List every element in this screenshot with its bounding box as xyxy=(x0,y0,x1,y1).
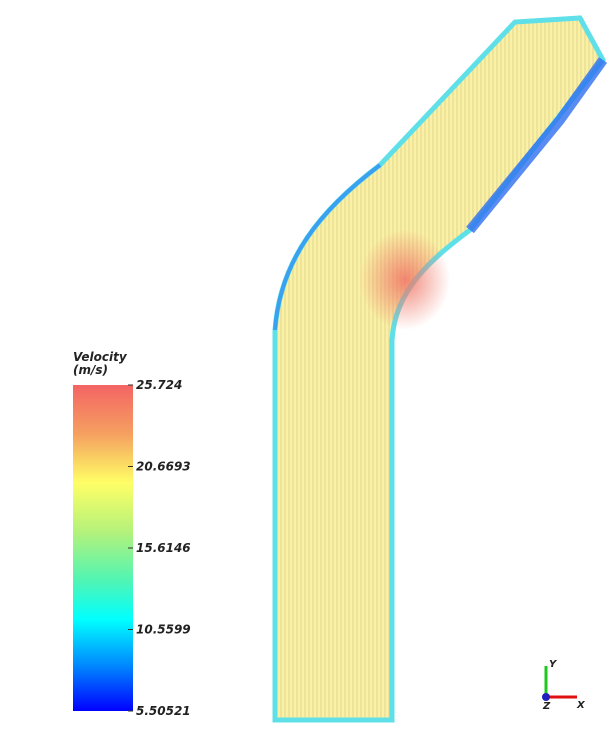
tick-label: 10.5599 xyxy=(136,623,191,637)
pipe-flow xyxy=(272,15,608,723)
tick-label: 20.6693 xyxy=(136,460,191,474)
axis-label: Z xyxy=(542,701,551,712)
tick-label: 25.724 xyxy=(136,378,182,392)
colorbar-title: Velocity xyxy=(73,350,128,364)
axis-label: Y xyxy=(549,659,558,670)
tick-label: 5.50521 xyxy=(136,704,191,718)
colorbar xyxy=(73,385,133,711)
tick-label: 15.6146 xyxy=(136,541,191,555)
colorbar-title: (m/s) xyxy=(73,363,108,377)
axes-triad: Y Z X xyxy=(542,659,586,712)
colorbar-ticks: 25.724 20.6693 15.6146 10.5599 5.50521 xyxy=(128,378,191,718)
axis-label: X xyxy=(576,700,586,711)
